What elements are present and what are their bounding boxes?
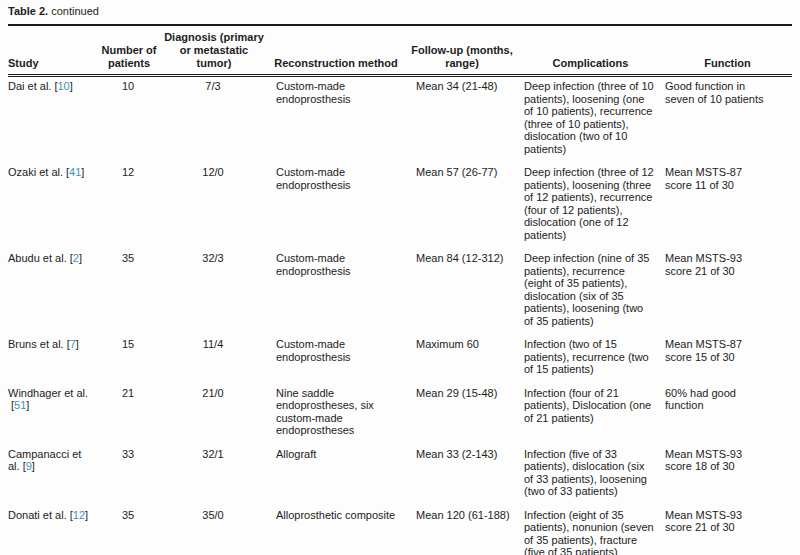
- study-authors: Windhager et al.: [8, 387, 88, 399]
- citation-link[interactable]: [51]: [11, 399, 29, 411]
- study-cell: Windhager et al.[51]: [8, 384, 96, 445]
- function-cell: Mean MSTS-87 score 11 of 30: [663, 163, 792, 249]
- citation-link[interactable]: [7]: [67, 338, 79, 350]
- function-cell: Mean MSTS-93 score 21 of 30: [663, 506, 792, 555]
- table-caption-continued: continued: [51, 5, 99, 17]
- function-cell: Mean MSTS-87 score 15 of 30: [663, 335, 792, 384]
- table-row: Windhager et al.[51] 21 21/0 Nine saddle…: [8, 384, 792, 445]
- table-body: Dai et al.[10] 10 7/3 Custom-made endopr…: [8, 76, 792, 555]
- complications-cell: Infection (eight of 35 patients), nonuni…: [518, 506, 663, 555]
- function-cell: Mean MSTS-93 score 18 of 30: [663, 445, 792, 506]
- diagnosis-cell: 35/0: [162, 506, 266, 555]
- study-cell: Abudu et al.[2]: [8, 249, 96, 335]
- patients-cell: 10: [96, 76, 162, 164]
- followup-cell: Mean 120 (61-188): [406, 506, 518, 555]
- col-header-function: Function: [663, 26, 792, 76]
- citation-link[interactable]: [9]: [23, 460, 35, 472]
- citation-number[interactable]: 41: [69, 166, 81, 178]
- patients-cell: 12: [96, 163, 162, 249]
- col-header-study: Study: [8, 26, 96, 76]
- study-authors: Abudu et al.: [8, 252, 67, 264]
- followup-cell: Mean 29 (15-48): [406, 384, 518, 445]
- citation-number[interactable]: 10: [57, 80, 69, 92]
- table-caption-number: Table 2.: [8, 5, 48, 17]
- citation-link[interactable]: [41]: [66, 166, 84, 178]
- followup-cell: Mean 57 (26-77): [406, 163, 518, 249]
- diagnosis-cell: 32/1: [162, 445, 266, 506]
- col-header-followup: Follow-up (months, range): [406, 26, 518, 76]
- study-authors: Donati et al.: [8, 509, 67, 521]
- complications-cell: Infection (four of 21 patients), Disloca…: [518, 384, 663, 445]
- citation-link[interactable]: [10]: [54, 80, 72, 92]
- study-authors: Ozaki et al.: [8, 166, 63, 178]
- citation-link[interactable]: [2]: [70, 252, 82, 264]
- header-row: Study Number of patients Diagnosis (prim…: [8, 26, 792, 76]
- diagnosis-cell: 21/0: [162, 384, 266, 445]
- citation-number[interactable]: 51: [14, 399, 26, 411]
- col-header-diagnosis: Diagnosis (primary or metastatic tumor): [162, 26, 266, 76]
- diagnosis-cell: 12/0: [162, 163, 266, 249]
- reconstruction-cell: Alloprosthetic composite: [266, 506, 406, 555]
- followup-cell: Maximum 60: [406, 335, 518, 384]
- citation-link[interactable]: [12]: [70, 509, 88, 521]
- study-authors: Bruns et al.: [8, 338, 64, 350]
- study-cell: Donati et al.[12]: [8, 506, 96, 555]
- followup-cell: Mean 84 (12-312): [406, 249, 518, 335]
- table-row: Bruns et al.[7] 15 11/4 Custom-made endo…: [8, 335, 792, 384]
- complications-cell: Deep infection (nine of 35 patients), re…: [518, 249, 663, 335]
- complications-cell: Deep infection (three of 12 patients), l…: [518, 163, 663, 249]
- table-row: Ozaki et al.[41] 12 12/0 Custom-made end…: [8, 163, 792, 249]
- table-caption: Table 2. continued: [8, 3, 792, 26]
- citation-close-bracket: ]: [32, 460, 35, 472]
- complications-cell: Infection (two of 15 patients), recurren…: [518, 335, 663, 384]
- diagnosis-cell: 32/3: [162, 249, 266, 335]
- patients-cell: 33: [96, 445, 162, 506]
- complications-cell: Deep infection (three of 10 patients), l…: [518, 76, 663, 164]
- studies-table: Study Number of patients Diagnosis (prim…: [8, 26, 792, 555]
- followup-cell: Mean 33 (2-143): [406, 445, 518, 506]
- function-cell: Mean MSTS-93 score 21 of 30: [663, 249, 792, 335]
- citation-close-bracket: ]: [76, 338, 79, 350]
- col-header-complications: Complications: [518, 26, 663, 76]
- study-cell: Bruns et al.[7]: [8, 335, 96, 384]
- reconstruction-cell: Allograft: [266, 445, 406, 506]
- citation-close-bracket: ]: [79, 252, 82, 264]
- function-cell: 60% had good function: [663, 384, 792, 445]
- reconstruction-cell: Custom-made endoprosthesis: [266, 163, 406, 249]
- col-header-number-of-patients: Number of patients: [96, 26, 162, 76]
- citation-close-bracket: ]: [81, 166, 84, 178]
- study-cell: Campanacci et al.[9]: [8, 445, 96, 506]
- patients-cell: 35: [96, 506, 162, 555]
- complications-cell: Infection (five of 33 patients), disloca…: [518, 445, 663, 506]
- patients-cell: 35: [96, 249, 162, 335]
- function-cell: Good function in seven of 10 patients: [663, 76, 792, 164]
- reconstruction-cell: Custom-made endoprosthesis: [266, 335, 406, 384]
- patients-cell: 21: [96, 384, 162, 445]
- col-header-reconstruction-method: Reconstruction method: [266, 26, 406, 76]
- reconstruction-cell: Custom-made endoprosthesis: [266, 76, 406, 164]
- paper-page: Table 2. continued Study Number of patie…: [0, 0, 800, 555]
- citation-number[interactable]: 12: [73, 509, 85, 521]
- diagnosis-cell: 11/4: [162, 335, 266, 384]
- diagnosis-cell: 7/3: [162, 76, 266, 164]
- followup-cell: Mean 34 (21-48): [406, 76, 518, 164]
- reconstruction-cell: Custom-made endoprosthesis: [266, 249, 406, 335]
- citation-close-bracket: ]: [70, 80, 73, 92]
- study-cell: Ozaki et al.[41]: [8, 163, 96, 249]
- table-row: Campanacci et al.[9] 33 32/1 Allograft M…: [8, 445, 792, 506]
- table-row: Donati et al.[12] 35 35/0 Alloprosthetic…: [8, 506, 792, 555]
- study-cell: Dai et al.[10]: [8, 76, 96, 164]
- patients-cell: 15: [96, 335, 162, 384]
- table-row: Abudu et al.[2] 35 32/3 Custom-made endo…: [8, 249, 792, 335]
- citation-close-bracket: ]: [26, 399, 29, 411]
- citation-close-bracket: ]: [85, 509, 88, 521]
- study-authors: Campanacci et al.: [8, 448, 81, 473]
- table-row: Dai et al.[10] 10 7/3 Custom-made endopr…: [8, 76, 792, 164]
- reconstruction-cell: Nine saddle endoprostheses, six custom-m…: [266, 384, 406, 445]
- study-authors: Dai et al.: [8, 80, 51, 92]
